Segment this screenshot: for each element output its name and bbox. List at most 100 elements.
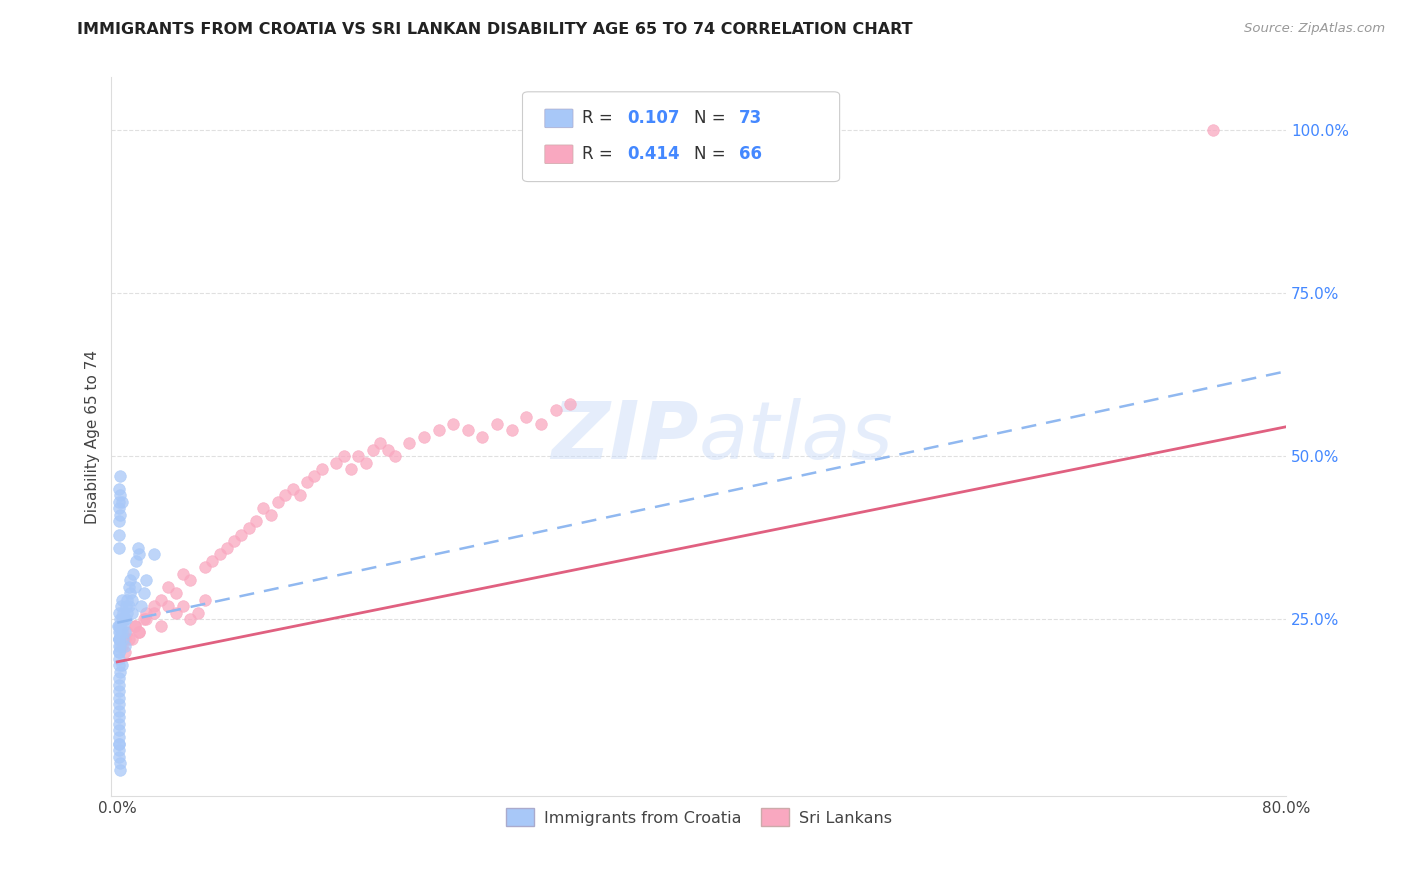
Point (224, 534, 246, 549)
Point (124, 619, 146, 633)
Point (107, 717, 129, 731)
Point (107, 625, 129, 640)
FancyBboxPatch shape (544, 145, 574, 163)
Point (142, 547, 165, 561)
Point (112, 632, 135, 646)
Point (368, 436, 391, 450)
Point (201, 554, 224, 568)
Point (108, 488, 131, 502)
Point (515, 409, 537, 424)
Text: Source: ZipAtlas.com: Source: ZipAtlas.com (1244, 22, 1385, 36)
Point (108, 632, 131, 646)
Point (114, 612, 136, 626)
Point (107, 645, 129, 659)
Point (114, 632, 136, 646)
Point (107, 737, 129, 751)
Point (325, 456, 347, 470)
Legend: Immigrants from Croatia, Sri Lankans: Immigrants from Croatia, Sri Lankans (498, 800, 900, 834)
Point (150, 592, 173, 607)
Point (114, 639, 136, 653)
Point (157, 599, 180, 614)
Point (252, 501, 274, 516)
Point (274, 488, 297, 502)
Point (107, 482, 129, 496)
Text: 66: 66 (738, 145, 762, 163)
Point (108, 619, 131, 633)
Point (112, 606, 135, 620)
Point (413, 429, 436, 443)
Point (107, 743, 129, 757)
Point (114, 645, 136, 659)
Point (165, 606, 187, 620)
Point (122, 566, 145, 581)
FancyBboxPatch shape (544, 109, 574, 128)
Point (377, 442, 399, 457)
Point (142, 599, 165, 614)
Point (107, 632, 129, 646)
Point (179, 574, 201, 588)
Point (125, 554, 148, 568)
Point (127, 541, 149, 555)
Text: 0.414: 0.414 (627, 145, 679, 163)
Point (142, 606, 165, 620)
Point (132, 586, 155, 600)
Point (107, 606, 129, 620)
Point (107, 619, 129, 633)
Point (530, 417, 553, 431)
Point (135, 606, 157, 620)
Point (120, 586, 142, 600)
Point (121, 606, 143, 620)
Point (108, 468, 131, 483)
Point (107, 678, 129, 692)
Point (115, 612, 138, 626)
Point (384, 449, 406, 463)
Point (108, 756, 131, 770)
Point (111, 612, 134, 626)
Point (107, 698, 129, 712)
Point (107, 671, 129, 685)
Point (111, 592, 134, 607)
Text: 0.107: 0.107 (627, 110, 679, 128)
Point (311, 462, 333, 476)
Point (150, 619, 173, 633)
Point (118, 632, 141, 646)
Point (107, 515, 129, 529)
Point (441, 417, 464, 431)
Point (120, 574, 142, 588)
Point (486, 417, 509, 431)
Point (117, 606, 139, 620)
Point (107, 527, 129, 541)
Text: N =: N = (695, 145, 731, 163)
Point (111, 639, 134, 653)
Point (108, 665, 131, 679)
Point (107, 690, 129, 705)
Text: N =: N = (695, 110, 731, 128)
Point (501, 423, 523, 437)
Point (231, 527, 253, 541)
Point (215, 541, 238, 555)
Point (108, 612, 131, 626)
Point (172, 566, 194, 581)
Point (340, 462, 363, 476)
Point (354, 456, 377, 470)
Point (457, 423, 479, 437)
Point (179, 612, 201, 626)
Point (135, 612, 157, 626)
FancyBboxPatch shape (523, 92, 839, 182)
Point (558, 397, 581, 411)
Point (117, 592, 139, 607)
Point (110, 599, 132, 614)
Point (165, 586, 187, 600)
Point (471, 429, 494, 443)
Point (107, 704, 129, 718)
Point (108, 625, 131, 640)
Point (115, 599, 138, 614)
Point (107, 723, 129, 738)
Text: ZIP: ZIP (551, 398, 699, 475)
Point (107, 541, 129, 555)
Point (1202, 122, 1225, 136)
Point (107, 639, 129, 653)
Point (121, 592, 143, 607)
Point (118, 599, 141, 614)
Point (107, 501, 129, 516)
